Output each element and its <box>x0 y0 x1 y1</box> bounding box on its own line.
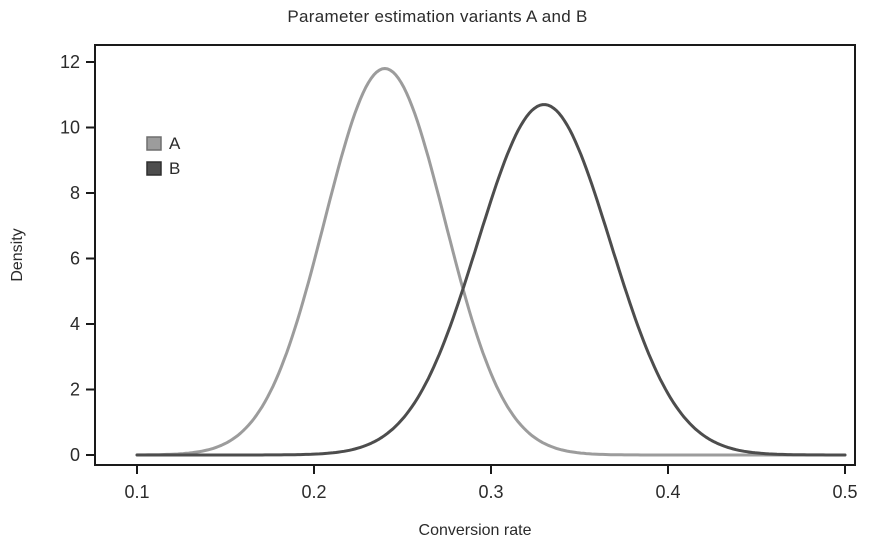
x-tick-label: 0.4 <box>655 482 680 502</box>
legend-swatch-B <box>146 161 162 176</box>
plot-border <box>94 44 856 466</box>
y-tick-label: 8 <box>70 183 80 203</box>
y-tick-label: 4 <box>70 314 80 334</box>
legend-label-B: B <box>169 159 180 178</box>
y-tick-label: 6 <box>70 249 80 269</box>
x-axis-label: Conversion rate <box>418 522 532 539</box>
chart-title: Parameter estimation variants A and B <box>287 7 588 26</box>
y-tick-label: 12 <box>60 52 80 72</box>
y-tick-label: 0 <box>70 445 80 465</box>
y-tick-label: 10 <box>60 118 80 138</box>
y-tick-label: 2 <box>70 380 80 400</box>
curve-A <box>135 67 847 457</box>
legend-label-A: A <box>169 134 181 153</box>
legend-swatch-A <box>146 136 162 151</box>
x-tick-label: 0.3 <box>478 482 503 502</box>
curve-B <box>135 103 847 457</box>
x-tick-label: 0.2 <box>301 482 326 502</box>
x-tick-label: 0.5 <box>832 482 857 502</box>
x-tick-label: 0.1 <box>124 482 149 502</box>
